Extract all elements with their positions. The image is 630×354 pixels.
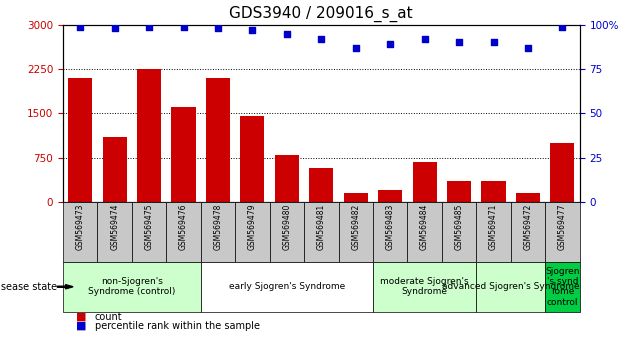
Bar xyxy=(137,69,161,202)
Text: GSM569483: GSM569483 xyxy=(386,204,394,250)
Text: GSM569484: GSM569484 xyxy=(420,204,429,250)
Point xyxy=(558,24,568,29)
Text: GSM569472: GSM569472 xyxy=(524,204,532,250)
Text: GSM569480: GSM569480 xyxy=(282,204,291,250)
Point xyxy=(316,36,326,42)
Bar xyxy=(511,202,545,262)
Point xyxy=(454,40,464,45)
Title: GDS3940 / 209016_s_at: GDS3940 / 209016_s_at xyxy=(229,6,413,22)
Bar xyxy=(344,193,368,202)
Bar xyxy=(476,262,545,312)
Bar xyxy=(442,202,476,262)
Bar xyxy=(201,262,373,312)
Bar xyxy=(373,202,408,262)
Text: ■: ■ xyxy=(76,312,86,322)
Point xyxy=(523,45,533,51)
Text: GSM569477: GSM569477 xyxy=(558,204,567,250)
Text: percentile rank within the sample: percentile rank within the sample xyxy=(94,321,260,331)
Text: disease state: disease state xyxy=(0,282,57,292)
Point xyxy=(213,25,223,31)
Bar xyxy=(63,202,98,262)
Point xyxy=(488,40,498,45)
Text: non-Sjogren's
Syndrome (control): non-Sjogren's Syndrome (control) xyxy=(88,277,176,296)
Bar xyxy=(171,107,195,202)
Text: Sjogren
's synd
rome
control: Sjogren 's synd rome control xyxy=(545,267,580,307)
Text: GSM569476: GSM569476 xyxy=(179,204,188,250)
Point xyxy=(248,27,258,33)
Bar xyxy=(545,262,580,312)
Text: GSM569475: GSM569475 xyxy=(145,204,154,250)
Text: GSM569471: GSM569471 xyxy=(489,204,498,250)
Bar xyxy=(275,155,299,202)
Point xyxy=(420,36,430,42)
Bar xyxy=(408,202,442,262)
Text: ■: ■ xyxy=(76,321,86,331)
Bar xyxy=(413,162,437,202)
Bar xyxy=(476,202,511,262)
Bar xyxy=(63,262,201,312)
Text: GSM569474: GSM569474 xyxy=(110,204,119,250)
Bar xyxy=(551,143,575,202)
Bar xyxy=(270,202,304,262)
Text: advanced Sjogren's Syndrome: advanced Sjogren's Syndrome xyxy=(442,282,580,291)
Bar xyxy=(545,202,580,262)
Bar xyxy=(338,202,373,262)
Text: early Sjogren's Syndrome: early Sjogren's Syndrome xyxy=(229,282,345,291)
Text: GSM569481: GSM569481 xyxy=(317,204,326,250)
Bar xyxy=(373,262,476,312)
Bar xyxy=(241,116,265,202)
Text: GSM569482: GSM569482 xyxy=(352,204,360,250)
Bar xyxy=(98,202,132,262)
Bar xyxy=(304,202,338,262)
Bar xyxy=(103,137,127,202)
Text: count: count xyxy=(94,312,122,322)
Point xyxy=(110,25,120,31)
Text: GSM569479: GSM569479 xyxy=(248,204,257,250)
Bar xyxy=(378,190,402,202)
Bar xyxy=(166,202,201,262)
Bar xyxy=(68,78,92,202)
Point xyxy=(178,24,188,29)
Point xyxy=(351,45,361,51)
Text: GSM569485: GSM569485 xyxy=(455,204,464,250)
Text: moderate Sjogren's
Syndrome: moderate Sjogren's Syndrome xyxy=(381,277,469,296)
Point xyxy=(282,31,292,36)
Bar xyxy=(132,202,166,262)
Point xyxy=(385,41,395,47)
Bar xyxy=(516,193,540,202)
Bar xyxy=(206,78,230,202)
Point xyxy=(75,24,85,29)
Bar xyxy=(447,181,471,202)
Bar xyxy=(201,202,235,262)
Text: GSM569473: GSM569473 xyxy=(76,204,84,250)
Text: GSM569478: GSM569478 xyxy=(214,204,222,250)
Point xyxy=(144,24,154,29)
Bar xyxy=(481,181,505,202)
Bar xyxy=(309,167,333,202)
Bar xyxy=(235,202,270,262)
